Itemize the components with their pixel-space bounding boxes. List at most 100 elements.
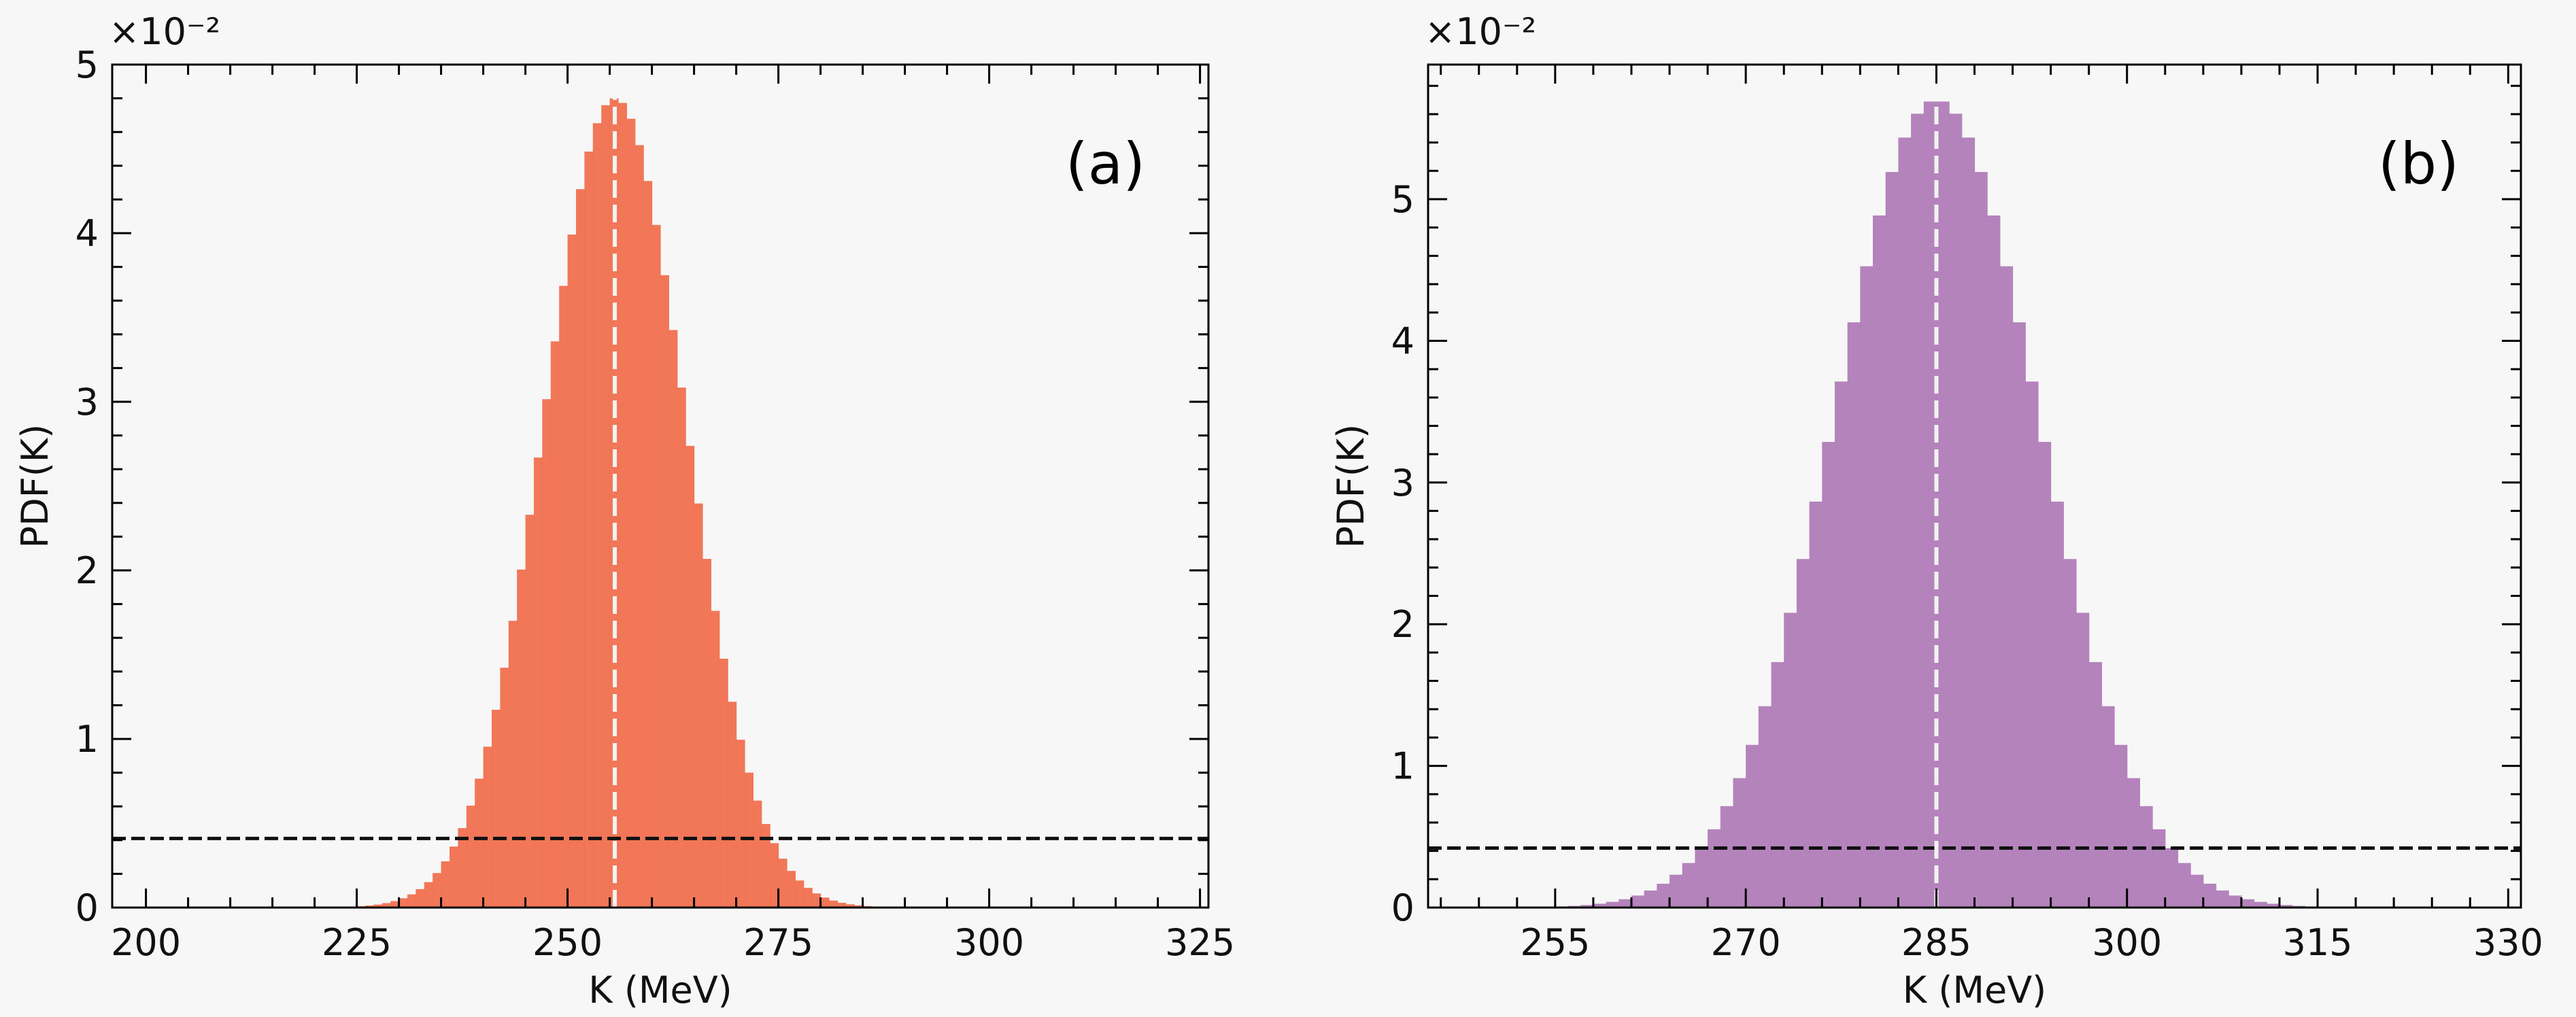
panel-b-y-axis-label: PDF(K) <box>1329 424 1372 549</box>
histogram-bar <box>550 341 560 908</box>
histogram-bar <box>1860 266 1874 908</box>
histogram-bar <box>1822 442 1835 908</box>
histogram-bar <box>534 458 543 908</box>
x-tick-label: 200 <box>111 921 181 964</box>
histogram-bar <box>2012 322 2026 908</box>
x-tick-label: 300 <box>2092 921 2162 964</box>
histogram-bar <box>2254 901 2267 908</box>
histogram-bar <box>601 105 611 908</box>
panel-b-x-axis-label: K (MeV) <box>1903 969 2046 1012</box>
histogram-bar <box>1936 101 1950 908</box>
panel-b-bars <box>1542 101 2331 908</box>
histogram-bar <box>2152 829 2166 908</box>
histogram-bar <box>1961 137 1976 908</box>
y-tick-label: 2 <box>75 549 99 592</box>
histogram-bar <box>1758 706 1772 908</box>
panel-b-y-multiplier: ×10⁻² <box>1425 10 1536 53</box>
histogram-bar <box>1670 874 1683 908</box>
x-tick-label: 300 <box>954 921 1024 964</box>
histogram-bar <box>2101 706 2115 908</box>
histogram-bar <box>770 843 779 908</box>
histogram-bar <box>559 286 569 908</box>
histogram-bar <box>2203 883 2217 908</box>
histogram-bar <box>1733 778 1746 908</box>
histogram-bar <box>492 710 501 908</box>
histogram-bar <box>2216 890 2229 908</box>
panel-a-label: (a) <box>1066 131 1145 197</box>
histogram-bar <box>399 898 408 908</box>
histogram-bar <box>820 897 830 908</box>
panel-a-x-axis-label: K (MeV) <box>588 969 732 1012</box>
histogram-bar <box>1631 895 1645 908</box>
panel-b-ticks: 255 270 285 300 315 330 0 1 2 3 4 5 <box>1391 65 2543 964</box>
histogram-bar <box>382 903 391 908</box>
histogram-bar <box>2139 806 2153 908</box>
histogram-bar <box>483 746 492 908</box>
x-tick-label: 315 <box>2282 921 2352 964</box>
histogram-bar <box>508 621 518 908</box>
histogram-bar <box>702 559 711 908</box>
histogram-bar <box>1987 215 2001 908</box>
histogram-bar <box>651 224 661 908</box>
histogram-bar <box>1796 559 1810 908</box>
histogram-bar <box>525 515 535 908</box>
histogram-bar <box>812 893 821 908</box>
y-tick-label: 1 <box>1391 745 1414 788</box>
histogram-bar <box>592 123 602 908</box>
histogram-bar <box>1873 215 1886 908</box>
histogram-bar <box>837 902 847 908</box>
panel-b-label: (b) <box>2378 131 2459 197</box>
histogram-bar <box>1771 661 1784 908</box>
x-tick-label: 325 <box>1165 921 1235 964</box>
histogram-bar <box>517 569 526 908</box>
panel-a-bars <box>348 98 880 908</box>
histogram-bar <box>668 330 678 908</box>
histogram-bar <box>1784 613 1797 908</box>
histogram-bar <box>373 904 383 908</box>
y-tick-label: 3 <box>75 381 99 424</box>
histogram-bar <box>1834 381 1848 908</box>
histogram-bar <box>677 387 686 908</box>
histogram-bar <box>694 503 703 908</box>
panel-a-plot-frame <box>111 63 1210 909</box>
histogram-bar <box>433 873 442 908</box>
histogram-bar <box>2279 905 2293 908</box>
histogram-bar <box>829 900 838 908</box>
y-tick-label: 1 <box>75 718 99 761</box>
panel-b: 255 270 285 300 315 330 0 1 2 3 4 5 (b) ×10⁻² K (Me… <box>1329 10 2543 1012</box>
histogram-bar <box>1708 829 1721 908</box>
histogram-bar <box>2114 744 2128 908</box>
histogram-bar <box>1809 501 1823 908</box>
histogram-bar <box>660 275 669 908</box>
histogram-bar <box>1644 890 1657 908</box>
histogram-bar <box>2050 501 2064 908</box>
histogram-bar <box>407 894 416 908</box>
histogram-bar <box>778 859 787 908</box>
panel-b-plot-frame <box>1427 63 2522 909</box>
x-tick-label: 225 <box>322 921 392 964</box>
histogram-bar <box>1949 114 1963 908</box>
histogram-bar <box>634 145 644 908</box>
histogram-bar <box>2088 661 2102 908</box>
histogram-bar <box>787 871 796 908</box>
histogram-bar <box>761 824 770 908</box>
histogram-bar <box>1720 806 1734 908</box>
y-tick-label: 0 <box>75 886 99 929</box>
x-tick-label: 270 <box>1711 921 1781 964</box>
histogram-bar <box>1885 171 1899 908</box>
histogram-bar <box>576 189 585 908</box>
histogram-bar <box>2241 899 2255 908</box>
histogram-bar <box>2025 381 2039 908</box>
histogram-bar <box>2165 848 2179 908</box>
y-tick-label: 4 <box>1391 320 1414 362</box>
histogram-bar <box>458 828 467 908</box>
histogram-bar <box>584 151 594 908</box>
x-tick-label: 275 <box>743 921 813 964</box>
histogram-bar <box>1619 899 1632 908</box>
histogram-bar <box>1898 137 1912 908</box>
histogram-bar <box>626 118 636 908</box>
histogram-bar <box>2267 903 2280 908</box>
histogram-bar <box>466 806 475 908</box>
histogram-bar <box>441 861 450 908</box>
